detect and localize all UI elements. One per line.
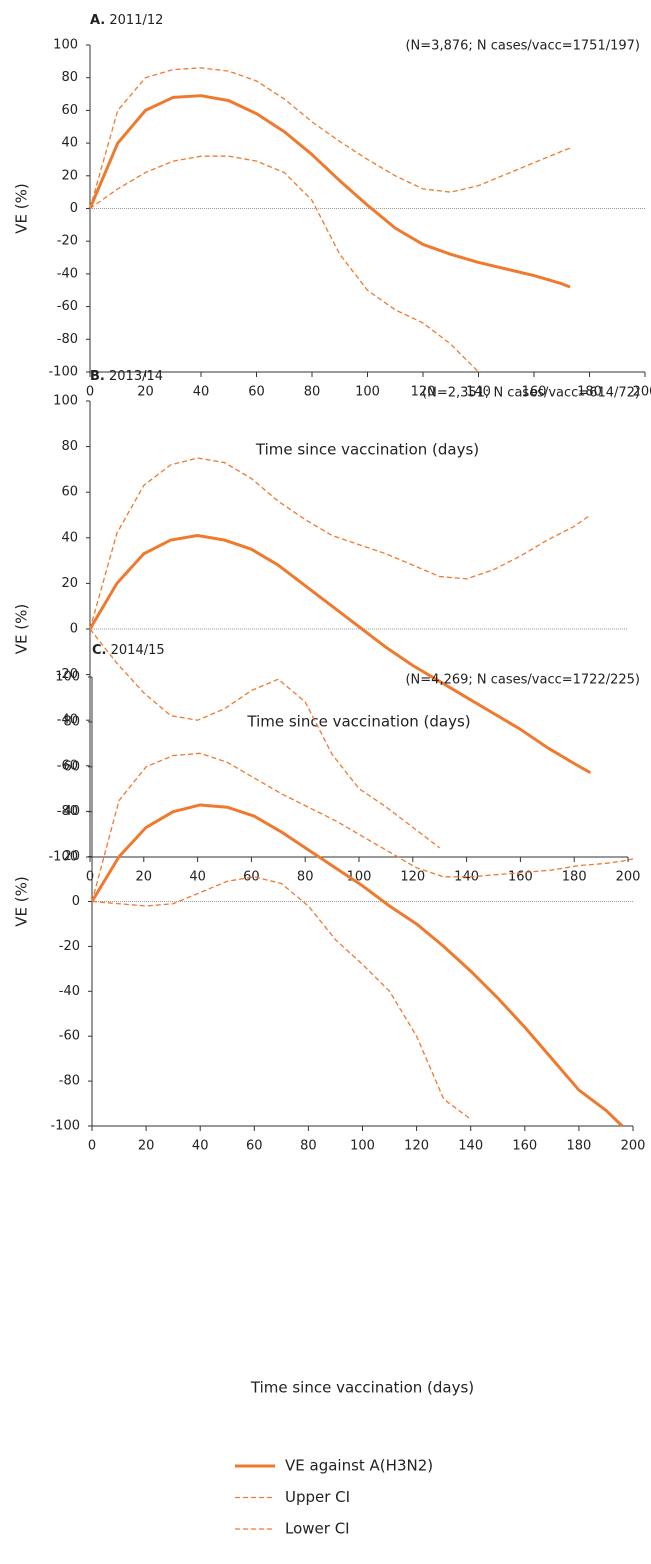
x-tick-label: 200 [616,870,641,885]
x-axis-label: Time since vaccination (days) [250,1379,474,1397]
series-line [89,628,441,849]
panel-label: C. [92,643,106,658]
y-tick-label: 100 [53,38,78,53]
x-tick-label: 0 [86,385,94,400]
x-tick-label: 180 [562,870,587,885]
y-tick-label: 40 [61,530,78,545]
y-tick-label: -100 [48,365,78,380]
x-tick-label: 80 [297,870,314,885]
annotation: (N=3,876; N cases/vacc=1751/197) [405,39,640,54]
legend-label: VE against A(H3N2) [285,1457,433,1475]
x-tick-label: 200 [633,385,651,400]
x-tick-label: 0 [86,870,94,885]
y-tick-label: -80 [59,1074,80,1089]
y-tick-label: 80 [63,714,80,729]
y-tick-label: 20 [63,849,80,864]
x-tick-label: 20 [138,1139,155,1154]
y-tick-label: -20 [59,939,80,954]
y-tick-label: -60 [59,1029,80,1044]
panel-title: B. 2013/14 [90,369,163,384]
x-tick-label: 180 [566,1139,591,1154]
panel-title: A. 2011/12 [90,13,163,28]
panel-period: 2013/14 [109,369,163,384]
panel-period: 2014/15 [111,643,165,658]
panel-label: B. [90,369,105,384]
y-tick-label: 60 [61,485,78,500]
y-tick-label: 0 [70,201,78,216]
x-tick-label: 40 [189,870,206,885]
x-tick-label: 160 [512,1139,537,1154]
series-line [91,752,634,902]
x-tick-label: 140 [454,870,479,885]
panel-label: A. [90,13,105,28]
y-tick-label: 100 [55,670,80,685]
y-axis-label: VE (%) [13,604,31,654]
x-tick-label: 60 [248,385,265,400]
x-tick-label: 80 [300,1139,317,1154]
y-tick-label: 20 [61,168,78,183]
x-tick-label: 120 [404,1139,429,1154]
x-tick-label: 140 [466,385,491,400]
y-tick-label: -40 [57,713,78,728]
y-tick-label: -100 [50,1119,80,1134]
x-axis-label: Time since vaccination (days) [246,713,470,731]
series-line [90,803,624,1128]
y-tick-label: -40 [57,266,78,281]
y-tick-label: 0 [72,894,80,909]
series-line [89,457,591,630]
series-line [89,155,479,373]
series-line [88,94,571,289]
x-tick-label: 180 [577,385,602,400]
x-tick-label: 120 [400,870,425,885]
x-tick-label: 100 [350,1139,375,1154]
y-tick-label: 80 [61,70,78,85]
y-axis-label: VE (%) [13,876,31,926]
x-tick-label: 60 [246,1139,263,1154]
y-axis-label: VE (%) [13,183,31,233]
x-tick-label: 80 [304,385,321,400]
series-line [88,534,592,774]
x-tick-label: 160 [522,385,547,400]
x-tick-label: 140 [458,1139,483,1154]
y-tick-label: 0 [70,622,78,637]
y-tick-label: 100 [53,394,78,409]
x-tick-label: 0 [88,1139,96,1154]
x-tick-label: 100 [355,385,380,400]
y-tick-label: 40 [61,136,78,151]
y-tick-label: -100 [48,850,78,865]
legend-label: Upper CI [285,1488,350,1506]
y-tick-label: -80 [57,804,78,819]
x-tick-label: 20 [136,870,153,885]
y-tick-label: 60 [61,103,78,118]
y-tick-label: -60 [57,758,78,773]
series-line [91,876,472,1120]
y-tick-label: 20 [61,576,78,591]
panel-title: C. 2014/15 [92,643,165,658]
y-tick-label: -20 [57,234,78,249]
y-tick-label: -40 [59,984,80,999]
legend-label: Lower CI [285,1520,350,1538]
y-tick-label: -20 [57,667,78,682]
y-tick-label: -80 [57,332,78,347]
x-tick-label: 200 [621,1139,646,1154]
panel-period: 2011/12 [109,13,163,28]
y-tick-label: 40 [63,804,80,819]
y-tick-label: -60 [57,299,78,314]
y-tick-label: 80 [61,439,78,454]
x-tick-label: 120 [411,385,436,400]
annotation: (N=4,269; N cases/vacc=1722/225) [405,673,640,688]
x-tick-label: 40 [193,385,210,400]
x-tick-label: 20 [137,385,154,400]
y-tick-label: 60 [63,759,80,774]
annotation: (N=2,351; N cases/vacc=614/72) [422,386,640,401]
series-line [89,67,571,209]
x-tick-label: 40 [192,1139,209,1154]
x-axis-label: Time since vaccination (days) [255,441,479,459]
